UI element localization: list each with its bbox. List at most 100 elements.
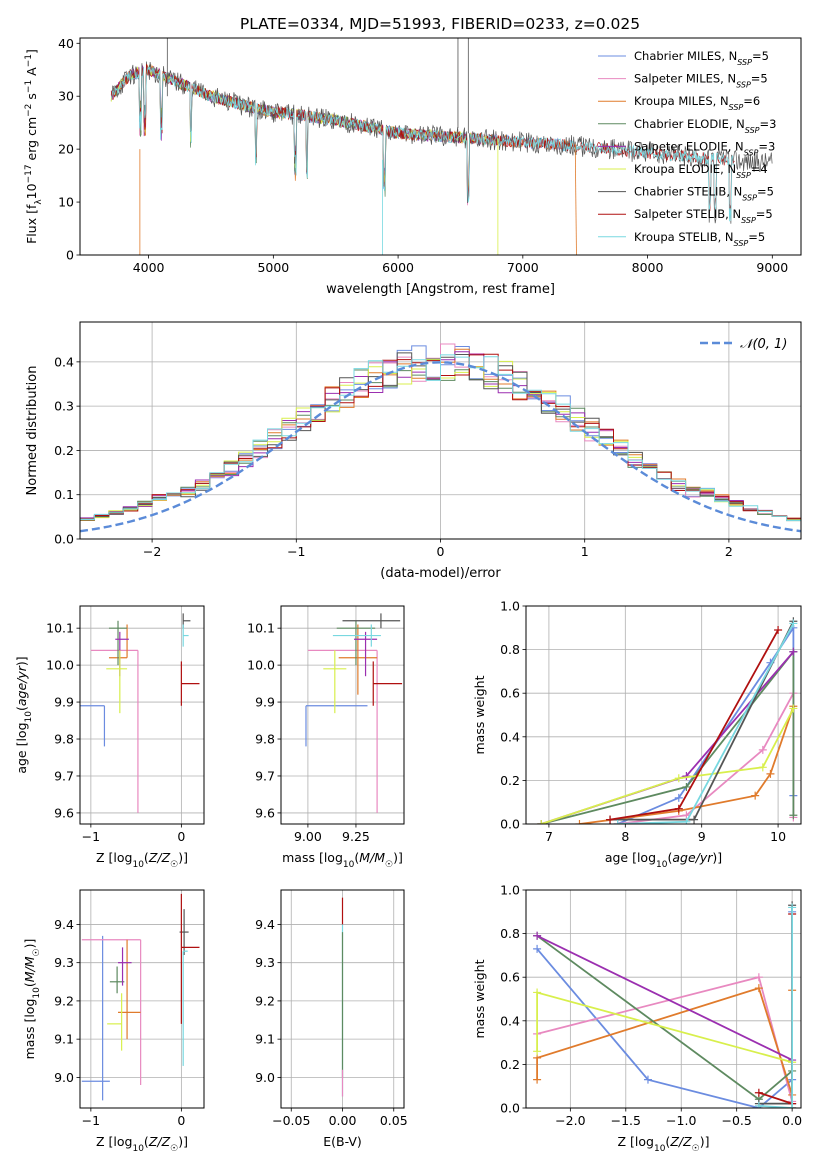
y-tick-label: 9.0 (255, 1070, 275, 1085)
x-tick-label: 0 (177, 1113, 185, 1128)
y-tick-label: 0.4 (500, 1013, 520, 1028)
panel-mass_weight_vs_Z: −2.0 −1.5 −1.0 −0.5 0.0 0.0 0.2 0.4 0.6 0.8 1.0 Z [… (472, 883, 802, 1155)
plot-area-age_vs_mass (281, 606, 404, 824)
x-tick-label: 0.0 (782, 1113, 802, 1128)
x-tick-label: −0.05 (272, 1113, 310, 1128)
mw-marker-kroupa_elodie (758, 763, 767, 772)
y-tick-label: 9.1 (54, 1032, 74, 1047)
y-tick-label: 9.9 (54, 695, 74, 710)
plot-area-mass_weight_vs_Z (526, 890, 801, 1108)
x-tick-label: 9 (698, 829, 706, 844)
spectrum-edge (574, 143, 577, 255)
y-tick-label: 9.8 (54, 732, 74, 747)
y-tick-label: 9.4 (54, 917, 74, 932)
mw-line-salpeter_miles (536, 976, 793, 1108)
y-tick-label: 0.8 (500, 926, 520, 941)
mw-marker-kroupa_elodie (533, 1047, 542, 1056)
x-axis-label: age [log10(age/yr)] (605, 850, 722, 870)
y-axis-label: Normed distribution (25, 366, 40, 496)
mw-line-salpeter_elodie (536, 934, 793, 1108)
y-tick-label: 9.2 (54, 993, 74, 1008)
x-axis-label: E(B-V) (323, 1134, 362, 1149)
x-tick-label: 0 (177, 829, 185, 844)
mw-line-chabrier_miles (536, 911, 793, 1108)
spectrum-line-kroupa_stelib (110, 66, 735, 222)
y-tick-label: 0.8 (500, 642, 520, 657)
axes-frame (280, 889, 405, 1109)
plot-area-mass_vs_Z (80, 890, 204, 1108)
panel-residuals: −2 −1 0 1 2 0.0 0.1 0.2 0.3 0.4 (data-model)/error… (25, 321, 802, 581)
y-tick-label: 10 (58, 195, 74, 210)
mw-marker-kroupa_stelib (754, 1101, 763, 1108)
y-axis-label: mass [log10(M/M☉)] (22, 939, 42, 1060)
normal-curve (80, 361, 801, 533)
y-tick-label: 9.8 (255, 732, 275, 747)
mw-marker-salpeter_miles (758, 745, 767, 754)
mw-line-kroupa_elodie (536, 991, 793, 1108)
mw-marker-chabrier_miles (643, 1075, 652, 1084)
x-tick-label: 7 (545, 829, 553, 844)
x-tick-label: 2 (725, 544, 733, 559)
y-tick-label: 0.4 (500, 729, 520, 744)
x-tick-label: 0.05 (380, 1113, 408, 1128)
x-tick-label: 0 (437, 544, 445, 559)
y-tick-label: 9.3 (255, 955, 275, 970)
x-axis-label: mass [log10(M/M☉)] (282, 850, 403, 870)
axes-frame (79, 605, 205, 825)
plot-area-mass_weight_vs_age (526, 606, 801, 824)
legend-label-kroupa_elodie: Kroupa ELODIE, NSSP=4 (634, 162, 768, 180)
mw-marker-kroupa_stelib (788, 1104, 797, 1108)
y-tick-label: 9.1 (255, 1032, 275, 1047)
x-tick-label: −1.5 (611, 1113, 641, 1128)
x-tick-label: 4000 (133, 260, 165, 275)
legend-label-chabrier_stelib: Chabrier STELIB, NSSP=5 (634, 185, 774, 203)
axes-frame (79, 889, 205, 1109)
axes-frame (79, 37, 802, 256)
mw-line-salpeter_stelib (609, 629, 779, 821)
y-tick-label: 0.2 (500, 1057, 520, 1072)
y-axis-label: mass weight (472, 959, 487, 1038)
mw-line-kroupa_stelib (758, 907, 793, 1108)
x-tick-label: 5000 (257, 260, 289, 275)
y-tick-label: 9.6 (255, 805, 275, 820)
x-axis-label: Z [log10(Z/Z☉)] (96, 1134, 188, 1154)
y-tick-label: 0.0 (500, 817, 520, 832)
mw-marker-salpeter_elodie (789, 647, 798, 656)
x-tick-label: −0.5 (722, 1113, 752, 1128)
y-tick-label: 10.0 (247, 658, 275, 673)
y-tick-label: 20 (58, 142, 74, 157)
axes-frame (79, 321, 802, 540)
y-tick-label: 9.9 (255, 695, 275, 710)
y-tick-label: 9.7 (54, 768, 74, 783)
y-tick-label: 0.6 (500, 686, 520, 701)
x-axis-label: (data-model)/error (380, 566, 501, 581)
panel-mass_vs_Z: −1 0 9.0 9.1 9.2 9.3 9.4 Z [log10(Z/Z☉)] mass [l… (22, 889, 205, 1154)
mw-marker-kroupa_miles (575, 820, 584, 824)
mw-marker-salpeter_stelib (674, 804, 683, 813)
legend-label-kroupa_miles: Kroupa MILES, NSSP=6 (634, 94, 760, 112)
mw-line-chabrier_elodie (536, 935, 793, 1108)
x-tick-label: 0.00 (329, 1113, 357, 1128)
mw-marker-chabrier_miles (533, 944, 542, 953)
y-tick-label: 0.1 (54, 487, 74, 502)
mw-marker-kroupa_miles (751, 791, 760, 800)
y-tick-label: 0.2 (54, 443, 74, 458)
x-tick-label: 10 (770, 829, 786, 844)
panel-mass_vs_ebv: −0.05 0.00 0.05 9.0 9.1 9.2 9.3 9.4 E(B-V) (255, 889, 408, 1149)
plot-area-residuals (80, 322, 801, 539)
axes-frame (280, 605, 405, 825)
legend-label-salpeter_elodie: Salpeter ELODIE, NSSP=3 (634, 139, 775, 157)
y-axis-label: age [log10(age/yr)] (14, 656, 34, 773)
x-tick-label: 7000 (507, 260, 539, 275)
x-tick-label: −2.0 (555, 1113, 585, 1128)
y-tick-label: 1.0 (500, 883, 520, 898)
mw-marker-salpeter_elodie (533, 931, 542, 940)
plot-area-age_vs_Z (80, 606, 204, 824)
x-tick-label: −1 (82, 829, 100, 844)
y-tick-label: 9.2 (255, 993, 275, 1008)
y-tick-label: 0.6 (500, 970, 520, 985)
legend-label-normal: 𝒩(0, 1) (740, 337, 787, 352)
y-tick-label: 9.7 (255, 768, 275, 783)
plot-area-spectrum (110, 38, 773, 255)
x-tick-label: 9.25 (342, 829, 370, 844)
